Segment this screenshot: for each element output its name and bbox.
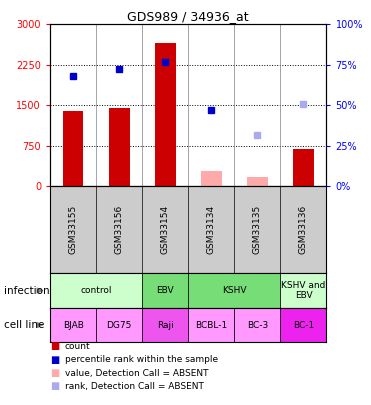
Bar [96,308,142,342]
Text: BC-1: BC-1 [293,320,314,330]
Text: KSHV: KSHV [222,286,247,295]
Bar [188,308,234,342]
Bar [280,273,326,308]
Text: control: control [81,286,112,295]
Text: count: count [65,342,91,351]
Text: GSM33156: GSM33156 [115,205,124,254]
Text: value, Detection Call = ABSENT: value, Detection Call = ABSENT [65,369,209,377]
Bar [109,108,129,186]
Text: EBV: EBV [157,286,174,295]
Text: DG75: DG75 [106,320,132,330]
Text: ■: ■ [50,341,59,351]
Text: GSM33134: GSM33134 [207,205,216,254]
Bar [234,308,280,342]
Text: percentile rank within the sample: percentile rank within the sample [65,355,218,364]
Text: BCBL-1: BCBL-1 [195,320,227,330]
Bar [63,111,83,186]
Text: GSM33135: GSM33135 [253,205,262,254]
Bar [155,43,175,186]
Text: rank, Detection Call = ABSENT: rank, Detection Call = ABSENT [65,382,204,391]
Text: GSM33155: GSM33155 [69,205,78,254]
Bar [50,308,96,342]
Bar [247,177,268,186]
Bar [188,273,280,308]
Text: cell line: cell line [4,320,44,330]
Bar [142,308,188,342]
Text: ■: ■ [50,382,59,391]
Text: infection: infection [4,286,49,296]
Text: BC-3: BC-3 [247,320,268,330]
Text: ■: ■ [50,368,59,378]
Bar [50,273,142,308]
Bar [293,149,314,186]
Title: GDS989 / 34936_at: GDS989 / 34936_at [128,10,249,23]
Text: Raji: Raji [157,320,174,330]
Text: KSHV and
EBV: KSHV and EBV [281,281,326,300]
Text: ■: ■ [50,355,59,364]
Bar [142,273,188,308]
Bar [201,171,222,186]
Bar [280,308,326,342]
Text: GSM33136: GSM33136 [299,205,308,254]
Text: GSM33154: GSM33154 [161,205,170,254]
Text: BJAB: BJAB [63,320,83,330]
